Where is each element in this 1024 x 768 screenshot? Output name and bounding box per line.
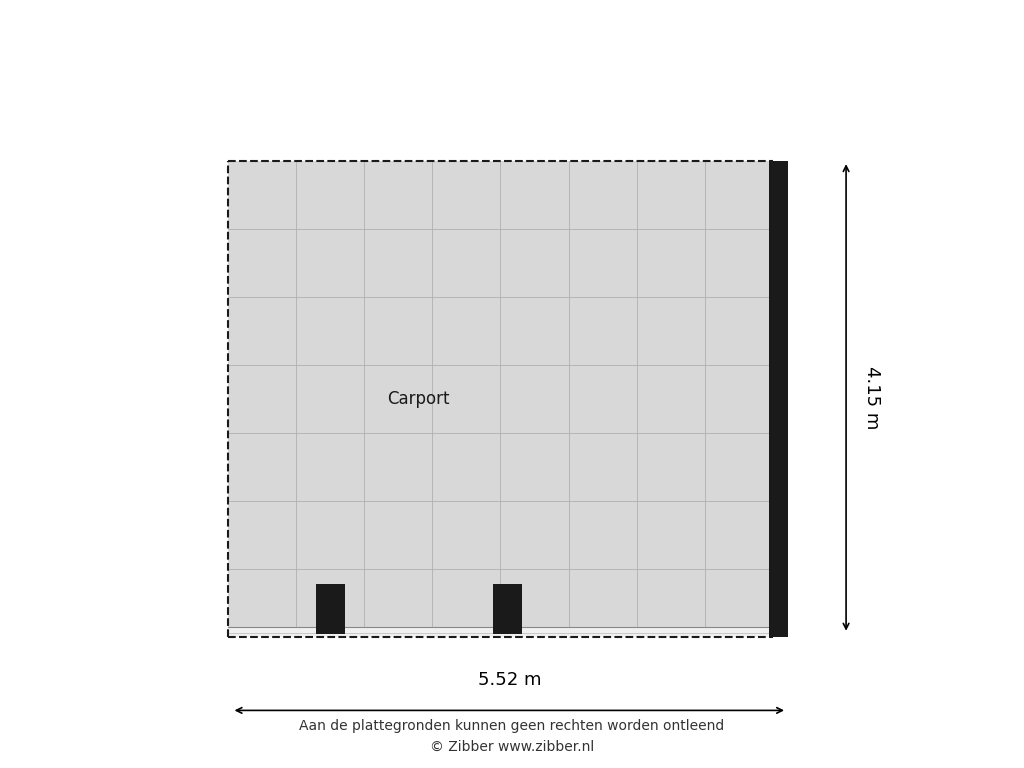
Text: © Zibber www.zibber.nl: © Zibber www.zibber.nl — [430, 740, 594, 753]
Text: 4.15 m: 4.15 m — [863, 366, 881, 429]
Text: Carport: Carport — [387, 390, 450, 409]
Bar — [316, 584, 345, 634]
Text: 5.52 m: 5.52 m — [477, 671, 541, 689]
Bar — [493, 584, 522, 634]
Bar — [769, 161, 788, 637]
Text: Aan de plattegronden kunnen geen rechten worden ontleend: Aan de plattegronden kunnen geen rechten… — [299, 719, 725, 733]
Bar — [227, 627, 773, 637]
Bar — [227, 161, 773, 637]
